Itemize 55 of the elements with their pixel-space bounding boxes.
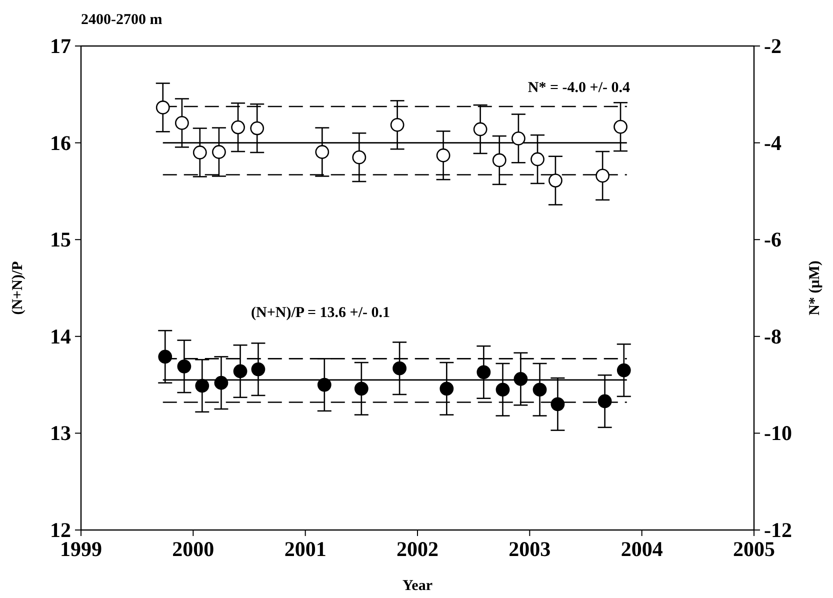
y2-tick-label: -6 (764, 228, 782, 252)
point (496, 382, 510, 397)
point (512, 132, 526, 146)
point (598, 394, 612, 408)
y2-tick-label: -4 (764, 130, 782, 155)
point (530, 152, 544, 166)
point (392, 361, 407, 376)
point (514, 372, 528, 386)
chart-title: 2400-2700 m (81, 12, 163, 28)
annotation: N* = -4.0 +/- 0.4 (528, 80, 630, 96)
point (250, 121, 264, 136)
point (440, 382, 454, 396)
point (192, 146, 207, 160)
point (614, 120, 628, 134)
y2-axis-title: N* (μM) (807, 260, 823, 316)
point (231, 120, 245, 134)
point (616, 363, 631, 378)
y2-tick-label: -10 (764, 421, 792, 446)
point (214, 376, 228, 390)
point (158, 350, 172, 364)
point (532, 382, 547, 397)
point (317, 378, 332, 392)
y-tick-label: 17 (50, 34, 71, 58)
y-tick-label: 13 (50, 421, 71, 446)
annotation: (N+N)/P = 13.6 +/- 0.1 (251, 305, 390, 321)
point (390, 118, 404, 132)
point (476, 365, 491, 380)
point (177, 359, 192, 374)
point (548, 174, 562, 188)
point (436, 148, 450, 162)
point (156, 100, 170, 114)
x-tick-label: 2001 (284, 537, 326, 561)
point (175, 116, 189, 130)
x-axis-title: Year (402, 578, 433, 594)
y-tick-label: 16 (50, 130, 71, 155)
point (195, 378, 210, 393)
y2-tick-label: -8 (764, 324, 782, 348)
point (492, 153, 506, 168)
point (473, 122, 488, 136)
x-tick-label: 2002 (396, 537, 438, 561)
point (550, 397, 565, 412)
point (251, 362, 266, 376)
point (233, 364, 248, 378)
point (212, 145, 226, 159)
y-tick-label: 14 (50, 324, 72, 348)
point (315, 145, 330, 159)
y-tick-label: 15 (50, 228, 71, 252)
point (596, 168, 610, 183)
y-axis-title: (N+N)/P (10, 261, 26, 315)
point (354, 382, 368, 396)
x-tick-label: 2003 (508, 537, 551, 561)
x-tick-label: 2000 (172, 537, 214, 561)
point (352, 150, 366, 164)
x-tick-label: 2004 (620, 537, 664, 561)
y2-tick-label: -2 (764, 34, 782, 58)
